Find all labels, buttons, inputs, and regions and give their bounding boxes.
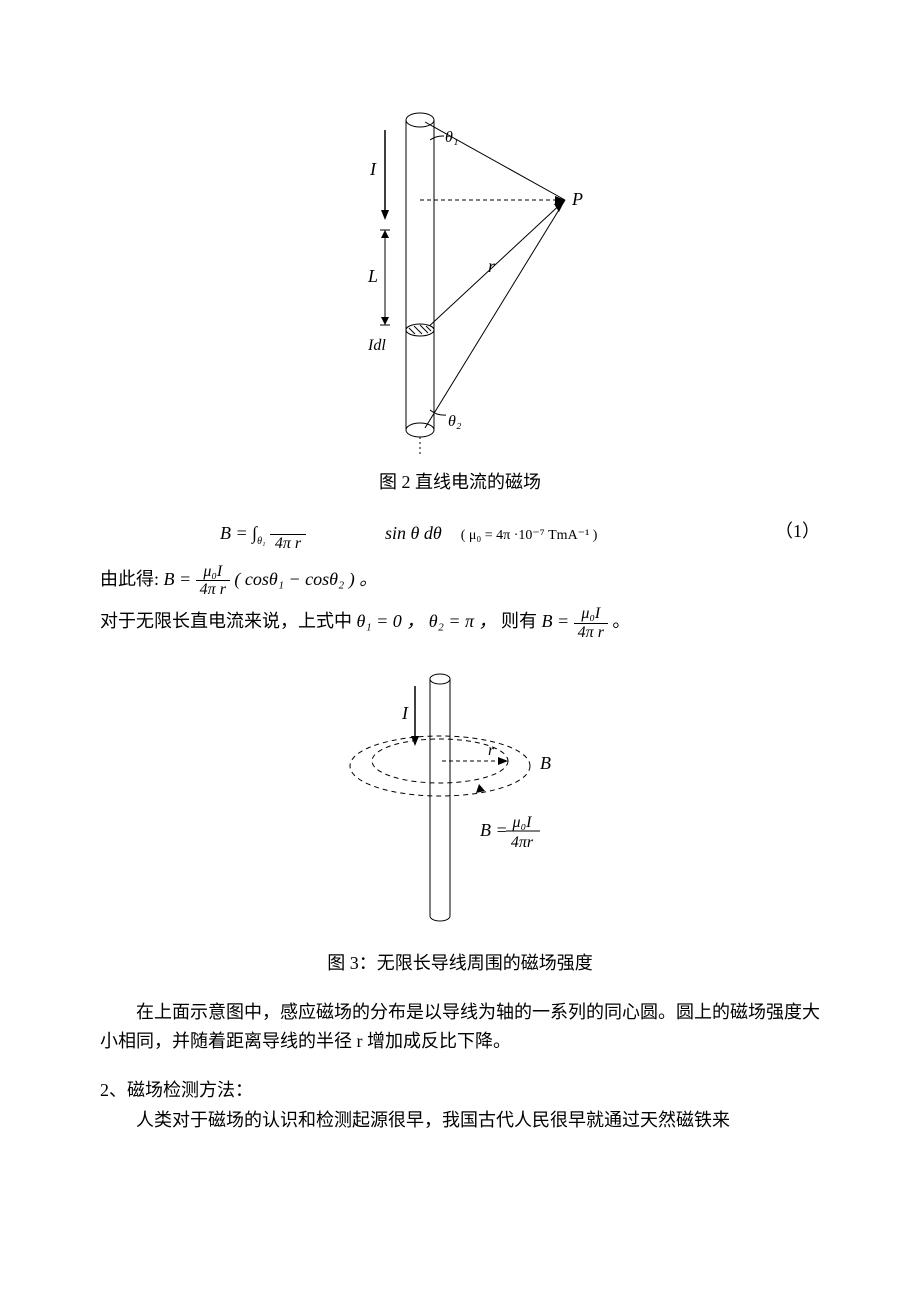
eq2-frac: μ₀I 4π r — [196, 563, 230, 599]
label-r: r — [488, 256, 496, 276]
fig2-formula-den: 4πr — [511, 834, 534, 851]
fig2-formula-num: μ₀I — [512, 814, 533, 831]
eq3-lhs: B = — [542, 611, 570, 631]
label-Idl: Idl — [367, 337, 386, 354]
figure1-caption: 图 2 直线电流的磁场 — [100, 468, 820, 497]
fig2-label-r: r — [488, 742, 495, 759]
fig2-label-B: B — [540, 753, 551, 773]
section-2-title: 2、磁场检测方法： — [100, 1076, 820, 1105]
fig2-label-I: I — [401, 703, 409, 723]
eq1-int-sub: θ₁ — [257, 536, 265, 547]
eq1-lhs: B = — [220, 523, 248, 543]
label-theta1: θ₁ — [445, 129, 458, 146]
eq3-frac: μ₀I 4π r — [574, 605, 608, 641]
fig2-formula-lhs: B = — [480, 820, 508, 840]
eq3-tail: 。 — [612, 611, 630, 631]
figure1-svg: I P θ₁ θ₂ r L — [330, 100, 590, 460]
paragraph-detection-history: 人类对于磁场的认识和检测起源很早，我国古代人民很早就通过天然磁铁来 — [100, 1106, 820, 1135]
label-L: L — [367, 266, 378, 286]
figure2-svg: I r B B = μ₀I 4πr — [320, 661, 600, 941]
eq1-den: 4π r — [270, 535, 306, 553]
eq1-mu: ( μ₀ = 4π ·10⁻⁷ TmA⁻¹ ) — [461, 528, 598, 543]
eq2-den: 4π r — [196, 581, 230, 599]
line3-m1: θ₁ = 0 ， — [357, 611, 425, 631]
paragraph-field-distribution: 在上面示意图中，感应磁场的分布是以导线为轴的一系列的同心圆。圆上的磁场强度大小相… — [100, 998, 820, 1056]
eq1-tag: （1） — [775, 517, 820, 546]
figure-infinite-wire: I r B B = μ₀I 4πr 图 3：无限长导线周围的磁场强度 — [100, 661, 820, 978]
label-I: I — [369, 159, 377, 179]
label-P: P — [571, 189, 583, 209]
document-page: I P θ₁ θ₂ r L — [0, 0, 920, 1201]
eq2-num: μ₀I — [196, 563, 230, 582]
equation-3-line: 对于无限长直电流来说，上式中 θ₁ = 0 ， θ₂ = π ， 则有 B = … — [100, 605, 820, 641]
eq1-frac: 4π r — [270, 517, 306, 553]
line3-m2: θ₂ = π ， — [429, 611, 497, 631]
eq2-lhs: B = — [164, 569, 192, 589]
label-theta2: θ₂ — [448, 413, 462, 430]
line3-prefix: 对于无限长直电流来说，上式中 — [100, 611, 352, 631]
eq1-sin: sin θ dθ — [385, 523, 442, 543]
figure-wire-magnetic-field: I P θ₁ θ₂ r L — [100, 100, 820, 497]
line2-prefix: 由此得: — [100, 569, 164, 589]
eq3-den: 4π r — [574, 624, 608, 642]
figure2-caption: 图 3：无限长导线周围的磁场强度 — [100, 949, 820, 978]
equation-2-line: 由此得: B = μ₀I 4π r ( cosθ₁ − cosθ₂ ) 。 — [100, 563, 820, 599]
equation-1: B = ∫θ₁ 4π r sin θ dθ ( μ₀ = 4π ·10⁻⁷ Tm… — [100, 517, 820, 557]
eq2-tail: ( cosθ₁ − cosθ₂ ) 。 — [234, 569, 377, 589]
eq3-num: μ₀I — [574, 605, 608, 624]
line3-then: 则有 — [501, 611, 542, 631]
